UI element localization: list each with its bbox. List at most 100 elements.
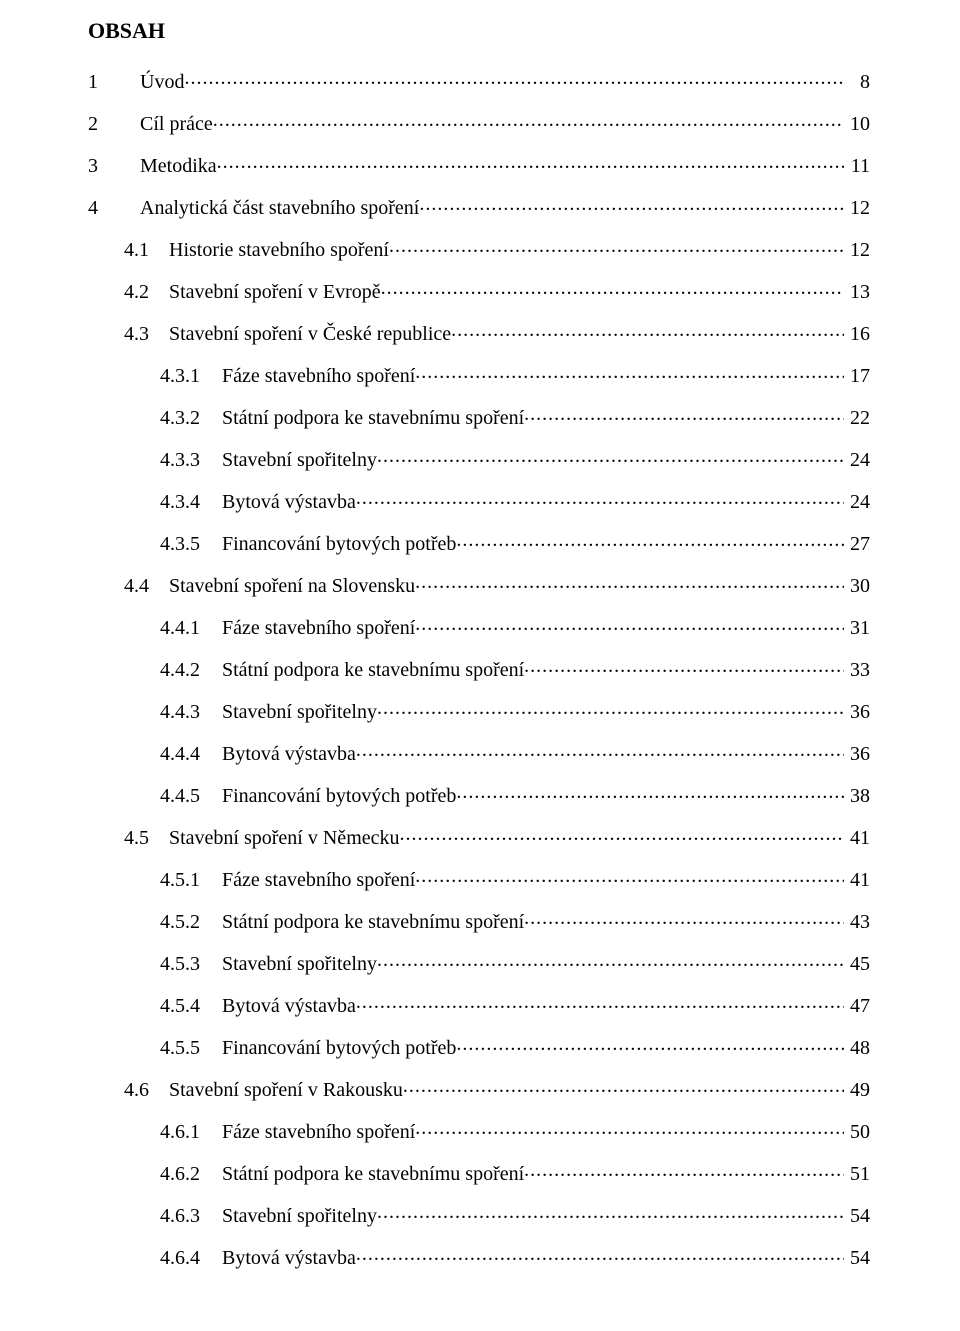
toc-entry-number: 4.6 <box>124 1080 149 1100</box>
toc-entry-page: 47 <box>844 996 870 1016</box>
toc-entry-title: Státní podpora ke stavebnímu spoření <box>222 660 524 680</box>
toc-leader-dots <box>524 908 844 928</box>
toc-leader-dots <box>451 320 844 340</box>
toc-entry-title: Financování bytových potřeb <box>222 1038 456 1058</box>
toc-entry-title: Bytová výstavba <box>222 744 356 764</box>
toc-entry-number: 3 <box>88 156 110 176</box>
toc-leader-dots <box>389 236 844 256</box>
toc-leader-dots <box>415 866 844 886</box>
toc-entry-number: 4.5 <box>124 828 149 848</box>
toc-entry: 4.4.3Stavební spořitelny36 <box>160 698 870 722</box>
toc-leader-dots <box>419 194 844 214</box>
toc-entry-title: Analytická část stavebního spoření <box>140 198 419 218</box>
toc-entry-title: Úvod <box>140 72 184 92</box>
toc-entry-title: Stavební spoření v Rakousku <box>169 1080 403 1100</box>
toc-entry-number: 4.3.5 <box>160 534 200 554</box>
toc-leader-dots <box>524 656 844 676</box>
toc-entry-number: 4 <box>88 198 110 218</box>
toc-entry-title: Historie stavebního spoření <box>169 240 389 260</box>
toc-entry-page: 13 <box>844 282 870 302</box>
toc-leader-dots <box>377 950 844 970</box>
toc-entry: 2Cíl práce10 <box>88 110 870 134</box>
toc-leader-dots <box>184 68 844 88</box>
toc-entry: 4.6 Stavební spoření v Rakousku 49 <box>124 1076 870 1100</box>
toc-entry-page: 36 <box>844 744 870 764</box>
toc-entry-page: 12 <box>844 240 870 260</box>
toc-entry-page: 24 <box>844 450 870 470</box>
toc-entry-title: Bytová výstavba <box>222 492 356 512</box>
toc-entry-number: 4.3.4 <box>160 492 200 512</box>
toc-entry: 4.5.2Státní podpora ke stavebnímu spořen… <box>160 908 870 932</box>
toc-entry-number: 4.3.1 <box>160 366 200 386</box>
toc-leader-dots <box>377 698 844 718</box>
toc-leader-dots <box>356 488 844 508</box>
toc-leader-dots <box>456 1034 844 1054</box>
toc-entry: 4.3 Stavební spoření v České republice 16 <box>124 320 870 344</box>
toc-entry-page: 38 <box>844 786 870 806</box>
toc-entry: 4.6.3Stavební spořitelny54 <box>160 1202 870 1226</box>
toc-entry-number: 4.4.2 <box>160 660 200 680</box>
toc-entry: 4.3.5 Financování bytových potřeb 27 <box>160 530 870 554</box>
toc-entry: 4.6.2Státní podpora ke stavebnímu spořen… <box>160 1160 870 1184</box>
toc-entry-title: Stavební spořitelny <box>222 702 377 722</box>
toc-entry-number: 4.4.1 <box>160 618 200 638</box>
toc-entry: 4.3.1 Fáze stavebního spoření 17 <box>160 362 870 386</box>
toc-entry-page: 41 <box>844 828 870 848</box>
toc-entry-page: 50 <box>844 1122 870 1142</box>
toc-leader-dots <box>400 824 845 844</box>
toc-entry-title: Bytová výstavba <box>222 1248 356 1268</box>
toc-entry-page: 49 <box>844 1080 870 1100</box>
toc-entry-page: 12 <box>844 198 870 218</box>
toc-entry-number: 4.5.5 <box>160 1038 200 1058</box>
toc-leader-dots <box>356 992 844 1012</box>
toc-leader-dots <box>524 1160 844 1180</box>
toc-entry-title: Cíl práce <box>140 114 213 134</box>
toc-entry: 1 Úvod 8 <box>88 68 870 92</box>
toc-entry-number: 1 <box>88 72 110 92</box>
toc-entry: 4.3.3Stavební spořitelny24 <box>160 446 870 470</box>
toc-entry-title: Fáze stavebního spoření <box>222 366 415 386</box>
toc-entry-title: Fáze stavebního spoření <box>222 1122 415 1142</box>
toc-leader-dots <box>381 278 844 298</box>
toc-entry-page: 45 <box>844 954 870 974</box>
toc-entry-page: 16 <box>844 324 870 344</box>
toc-leader-dots <box>377 1202 844 1222</box>
toc-entry-number: 4.3 <box>124 324 149 344</box>
toc-entry: 4.1 Historie stavebního spoření 12 <box>124 236 870 260</box>
toc-entry-number: 4.4.3 <box>160 702 200 722</box>
toc-entry: 4.6.4Bytová výstavba54 <box>160 1244 870 1268</box>
toc-entry-number: 4.1 <box>124 240 149 260</box>
toc-leader-dots <box>377 446 844 466</box>
toc-entry-title: Financování bytových potřeb <box>222 534 456 554</box>
toc-entry: 4.3.4Bytová výstavba24 <box>160 488 870 512</box>
toc-entry: 4.6.1Fáze stavebního spoření50 <box>160 1118 870 1142</box>
toc-entry-page: 51 <box>844 1164 870 1184</box>
toc-entry: 3Metodika11 <box>88 152 870 176</box>
toc-entry-page: 30 <box>844 576 870 596</box>
toc-entry-title: Bytová výstavba <box>222 996 356 1016</box>
toc-entry-number: 4.4.4 <box>160 744 200 764</box>
toc-entry: 4.3.2Státní podpora ke stavebnímu spořen… <box>160 404 870 428</box>
toc-entry-title: Financování bytových potřeb <box>222 786 456 806</box>
toc-entry: 4.5.4 Bytová výstavba 47 <box>160 992 870 1016</box>
toc-entry-number: 4.5.4 <box>160 996 200 1016</box>
toc-entry-title: Fáze stavebního spoření <box>222 870 415 890</box>
toc-entry-page: 27 <box>844 534 870 554</box>
toc-entry-number: 4.5.1 <box>160 870 200 890</box>
toc-entry-page: 33 <box>844 660 870 680</box>
toc-entry-title: Stavební spoření v Evropě <box>169 282 381 302</box>
toc-entry-number: 4.3.3 <box>160 450 200 470</box>
toc-entry: 4.4.4 Bytová výstavba 36 <box>160 740 870 764</box>
toc-entry-title: Státní podpora ke stavebnímu spoření <box>222 912 524 932</box>
toc-entry-title: Stavební spoření na Slovensku <box>169 576 415 596</box>
toc-entry-page: 17 <box>844 366 870 386</box>
toc-entry-title: Stavební spoření v České republice <box>169 324 451 344</box>
toc-entry-page: 8 <box>844 72 870 92</box>
toc-entry-page: 31 <box>844 618 870 638</box>
toc-entry-title: Stavební spořitelny <box>222 954 377 974</box>
toc-leader-dots <box>217 152 844 172</box>
toc-entry-number: 4.4.5 <box>160 786 200 806</box>
toc-entry: 4.2Stavební spoření v Evropě13 <box>124 278 870 302</box>
toc-entry-title: Fáze stavebního spoření <box>222 618 415 638</box>
toc-entry: 4.5.1Fáze stavebního spoření41 <box>160 866 870 890</box>
